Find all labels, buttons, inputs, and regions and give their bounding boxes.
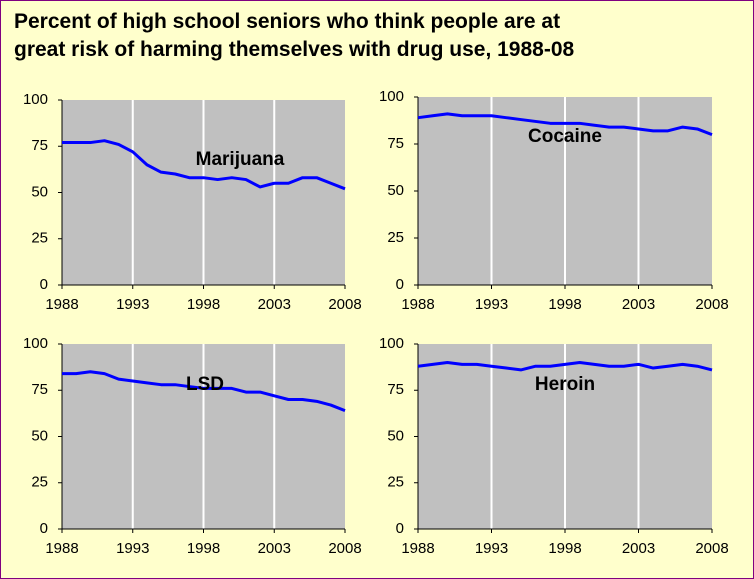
- y-tick-label: 50: [387, 182, 404, 199]
- x-tick-label: 1998: [548, 540, 581, 557]
- y-tick-label: 75: [387, 135, 404, 152]
- series-label: Heroin: [535, 374, 595, 395]
- data-line: [417, 361, 713, 372]
- y-tick-label: 25: [31, 230, 48, 247]
- x-tick-label: 2003: [258, 296, 291, 313]
- x-tick-label: 1998: [187, 296, 220, 313]
- data-line: [417, 112, 713, 137]
- x-tick-label: 2008: [328, 540, 361, 557]
- y-tick-label: 25: [387, 229, 404, 246]
- series-label: LSD: [186, 374, 224, 395]
- x-tick-label: 1988: [401, 296, 434, 313]
- y-tick-label: 100: [23, 91, 48, 108]
- series-label: Marijuana: [196, 149, 285, 170]
- y-tick-label: 25: [31, 474, 48, 491]
- data-line: [62, 370, 346, 412]
- y-tick-label: 0: [40, 520, 48, 537]
- x-tick-label: 2003: [622, 296, 655, 313]
- x-tick-label: 2008: [695, 540, 728, 557]
- y-tick-label: 75: [387, 381, 404, 398]
- x-tick-label: 1993: [116, 296, 149, 313]
- y-tick-label: 0: [396, 520, 404, 537]
- y-tick-label: 0: [396, 276, 404, 293]
- x-tick-label: 1998: [548, 296, 581, 313]
- x-tick-label: 1993: [116, 540, 149, 557]
- y-tick-label: 75: [31, 381, 48, 398]
- x-tick-label: 2003: [258, 540, 291, 557]
- y-tick-label: 100: [379, 335, 404, 352]
- series-label: Cocaine: [528, 126, 602, 147]
- y-tick-label: 25: [387, 474, 404, 491]
- y-tick-label: 75: [31, 137, 48, 154]
- y-tick-label: 0: [40, 276, 48, 293]
- x-tick-label: 2003: [622, 540, 655, 557]
- x-tick-label: 2008: [695, 296, 728, 313]
- x-tick-label: 2008: [328, 296, 361, 313]
- x-tick-label: 1998: [187, 540, 220, 557]
- chart-title: Percent of high school seniors who think…: [14, 10, 575, 61]
- data-line: [62, 139, 346, 191]
- x-tick-label: 1988: [45, 296, 78, 313]
- y-tick-label: 100: [379, 88, 404, 105]
- y-tick-label: 50: [31, 183, 48, 200]
- y-tick-label: 100: [23, 335, 48, 352]
- x-tick-label: 1988: [401, 540, 434, 557]
- y-tick-label: 50: [387, 427, 404, 444]
- x-tick-label: 1993: [475, 540, 508, 557]
- x-tick-label: 1993: [475, 296, 508, 313]
- y-tick-label: 50: [31, 427, 48, 444]
- x-tick-label: 1988: [45, 540, 78, 557]
